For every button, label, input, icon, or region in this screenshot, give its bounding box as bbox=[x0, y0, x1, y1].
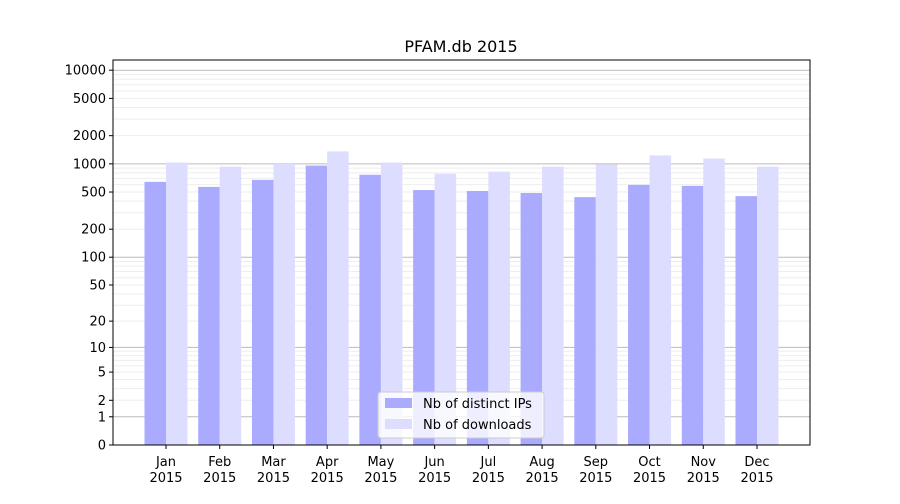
bar-distinct-ips bbox=[681, 185, 704, 445]
y-tick-label: 10 bbox=[89, 341, 106, 356]
legend-label-downloads: Nb of downloads bbox=[423, 418, 532, 433]
bar-downloads bbox=[166, 162, 188, 445]
x-axis: Jan 2015 Feb 2015 Mar 2015 Apr 2015 May 2015 Jun 20… bbox=[149, 445, 774, 486]
bar-distinct-ips bbox=[520, 193, 543, 445]
legend-swatch-ips bbox=[385, 398, 412, 408]
y-tick-label: 100 bbox=[81, 251, 106, 266]
y-tick-label: 50 bbox=[89, 279, 106, 294]
y-tick-label: 200 bbox=[81, 223, 106, 238]
x-tick-label: Mar 2015 bbox=[257, 455, 290, 486]
legend-label-ips: Nb of distinct IPs bbox=[423, 397, 532, 412]
bar-downloads bbox=[219, 166, 242, 446]
legend: Nb of distinct IPs Nb of downloads bbox=[377, 391, 545, 439]
bar-distinct-ips bbox=[413, 190, 435, 445]
bar-downloads bbox=[488, 171, 510, 446]
y-axis: 0 12 5 10 20 50 100 200 500 1000 2000 5000 10000 bbox=[65, 64, 113, 454]
bar-distinct-ips bbox=[466, 190, 489, 445]
bar-distinct-ips bbox=[628, 184, 650, 445]
chart-title: PFAM.db 2015 bbox=[404, 37, 517, 56]
y-tick-label: 2 bbox=[98, 394, 106, 409]
x-tick-label: Dec 2015 bbox=[740, 455, 773, 486]
legend-swatch-downloads bbox=[385, 419, 412, 429]
x-tick-label: Oct 2015 bbox=[633, 455, 666, 486]
y-tick-label: 1 bbox=[98, 410, 106, 425]
legend-box bbox=[377, 391, 545, 439]
x-tick-label: Sep 2015 bbox=[579, 455, 612, 486]
bars bbox=[144, 151, 779, 446]
bar-downloads bbox=[380, 162, 403, 445]
x-tick-label: Jun 2015 bbox=[418, 455, 451, 486]
y-tick-label: 1000 bbox=[73, 157, 106, 172]
bar-distinct-ips bbox=[251, 179, 274, 446]
bar-downloads bbox=[327, 151, 349, 446]
x-tick-label: May 2015 bbox=[364, 455, 397, 486]
bar-distinct-ips bbox=[735, 196, 757, 445]
bar-downloads bbox=[595, 164, 618, 445]
bar-distinct-ips bbox=[359, 174, 381, 446]
bar-downloads bbox=[434, 173, 457, 445]
y-tick-label: 500 bbox=[81, 186, 106, 201]
x-tick-label: Apr 2015 bbox=[311, 455, 344, 486]
y-tick-label: 10000 bbox=[65, 64, 106, 79]
y-tick-label: 5 bbox=[98, 366, 106, 381]
bar-distinct-ips bbox=[144, 181, 166, 445]
y-tick-label: 20 bbox=[89, 315, 106, 330]
y-tick-label: 5000 bbox=[73, 92, 106, 107]
bar-downloads bbox=[703, 158, 725, 445]
x-tick-label: Jul 2015 bbox=[472, 455, 505, 486]
bar-downloads bbox=[757, 166, 779, 446]
x-tick-label: Nov 2015 bbox=[687, 455, 720, 486]
y-tick-label: 2000 bbox=[73, 129, 106, 144]
y-tick-label: 0 bbox=[98, 439, 106, 454]
bar-downloads bbox=[273, 163, 295, 446]
bar-downloads bbox=[542, 166, 564, 446]
x-tick-label: Feb 2015 bbox=[203, 455, 236, 486]
bar-distinct-ips bbox=[198, 186, 220, 446]
bar-distinct-ips bbox=[305, 165, 328, 446]
bar-downloads bbox=[649, 155, 672, 446]
bar-distinct-ips bbox=[574, 197, 596, 445]
plot-frame bbox=[112, 59, 811, 446]
x-tick-label: Jan 2015 bbox=[149, 455, 182, 486]
x-tick-label: Aug 2015 bbox=[526, 455, 559, 486]
